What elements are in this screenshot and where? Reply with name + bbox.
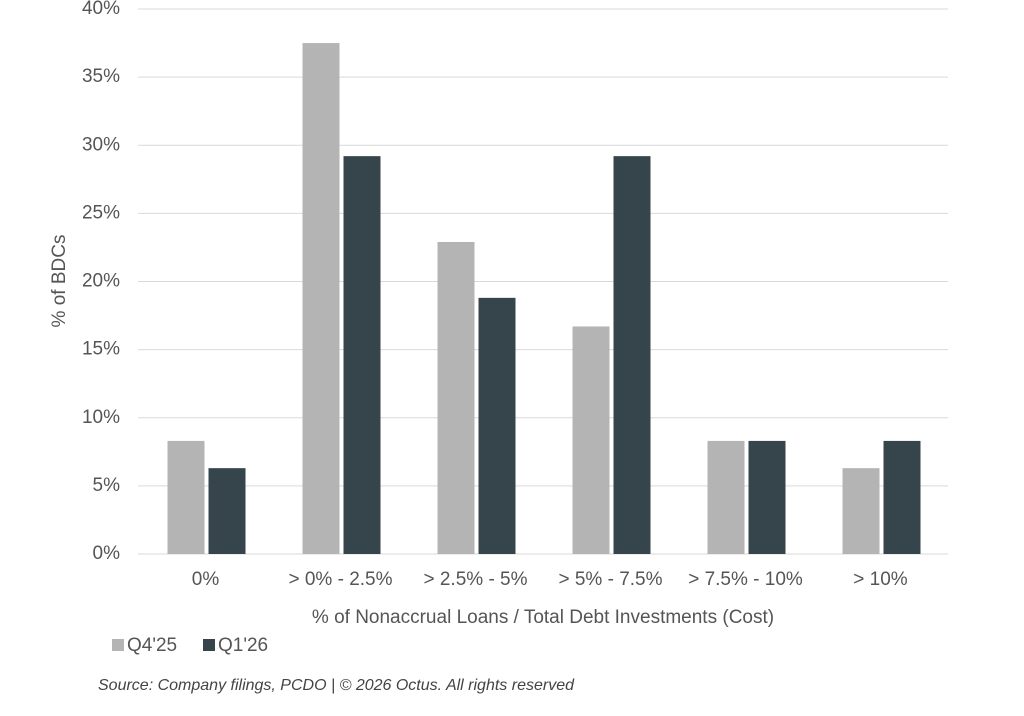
y-tick-label: 25% (82, 202, 120, 223)
bar (842, 468, 880, 554)
x-tick-label: 0% (192, 569, 220, 590)
legend-label: Q1'26 (218, 635, 268, 656)
bar (302, 43, 340, 554)
x-tick-label: > 5% - 7.5% (558, 569, 662, 590)
bar (707, 440, 745, 554)
y-tick-label: 30% (82, 134, 120, 155)
legend-swatch (203, 639, 215, 651)
source: Source: Company filings, PCDO | © 2026 O… (98, 677, 575, 694)
y-tick-label: 20% (82, 271, 120, 292)
bar (748, 440, 786, 554)
y-tick-label: 0% (93, 543, 121, 564)
bar (478, 297, 516, 554)
x-tick-label: > 10% (853, 569, 908, 590)
bar (613, 156, 651, 554)
bar (208, 468, 246, 554)
y-tick-label: 35% (82, 66, 120, 87)
y-tick-label: 10% (82, 407, 120, 428)
bar (572, 326, 610, 554)
bar (167, 440, 205, 554)
legend-swatch (112, 639, 124, 651)
bar (883, 440, 921, 554)
bar (343, 156, 381, 554)
x-tick-label: > 2.5% - 5% (423, 569, 527, 590)
y-tick-label: 15% (82, 339, 120, 360)
x-tick-label: > 0% - 2.5% (288, 569, 392, 590)
y-tick-label: 40% (82, 0, 120, 19)
x-axis-title: % of Nonaccrual Loans / Total Debt Inves… (312, 607, 774, 628)
x-tick-label: > 7.5% - 10% (688, 569, 803, 590)
legend-label: Q4'25 (127, 635, 177, 656)
y-axis-title: % of BDCs (49, 235, 70, 328)
y-tick-label: 5% (93, 475, 121, 496)
bar (437, 241, 475, 555)
